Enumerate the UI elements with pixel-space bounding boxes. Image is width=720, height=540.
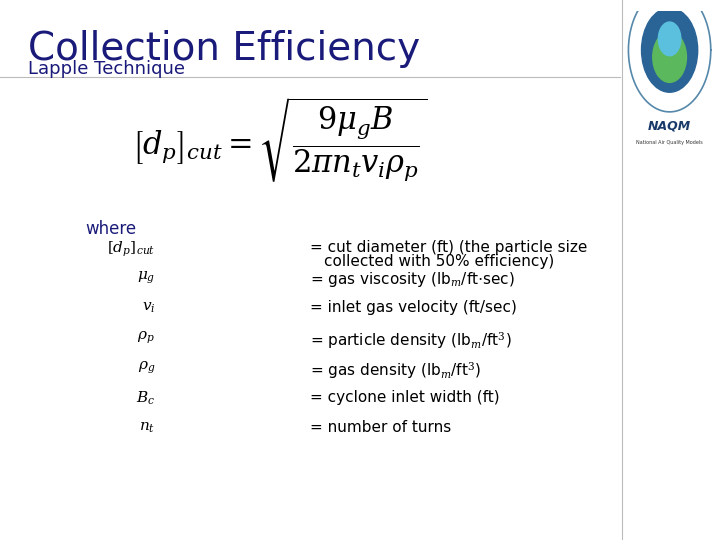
Text: = inlet gas velocity (ft/sec): = inlet gas velocity (ft/sec) [310,300,517,315]
Text: = particle density (lb$_m$/ft$^3$): = particle density (lb$_m$/ft$^3$) [310,330,512,351]
Text: $v_i$: $v_i$ [142,300,155,315]
Text: $\rho_g$: $\rho_g$ [138,360,155,376]
Text: Collection Efficiency: Collection Efficiency [28,30,420,68]
Text: where: where [85,220,136,238]
Text: NAQM: NAQM [648,119,691,132]
Text: $\left[d_p\right]_{cut} = \sqrt{\dfrac{9\mu_g B}{2\pi n_t v_i \rho_p}}$: $\left[d_p\right]_{cut} = \sqrt{\dfrac{9… [132,96,428,185]
Text: $n_t$: $n_t$ [139,420,155,435]
Text: National Air Quality Models: National Air Quality Models [636,140,703,145]
Text: collected with 50% efficiency): collected with 50% efficiency) [324,254,554,269]
Circle shape [642,8,698,92]
Circle shape [658,22,681,56]
Circle shape [653,32,686,83]
Text: = number of turns: = number of turns [310,420,451,435]
Text: = cyclone inlet width (ft): = cyclone inlet width (ft) [310,390,500,405]
Text: $\mu_g$: $\mu_g$ [137,270,155,286]
Text: = gas density (lb$_m$/ft$^3$): = gas density (lb$_m$/ft$^3$) [310,360,481,381]
Text: = gas viscosity (lb$_m$/ft$\cdot$sec): = gas viscosity (lb$_m$/ft$\cdot$sec) [310,270,515,289]
Text: $[d_p]_{cut}$: $[d_p]_{cut}$ [107,240,155,259]
Text: $\rho_p$: $\rho_p$ [138,330,155,346]
Text: $B_c$: $B_c$ [136,390,155,407]
Text: = cut diameter (ft) (the particle size: = cut diameter (ft) (the particle size [310,240,588,255]
Text: Lapple Technique: Lapple Technique [28,60,185,78]
